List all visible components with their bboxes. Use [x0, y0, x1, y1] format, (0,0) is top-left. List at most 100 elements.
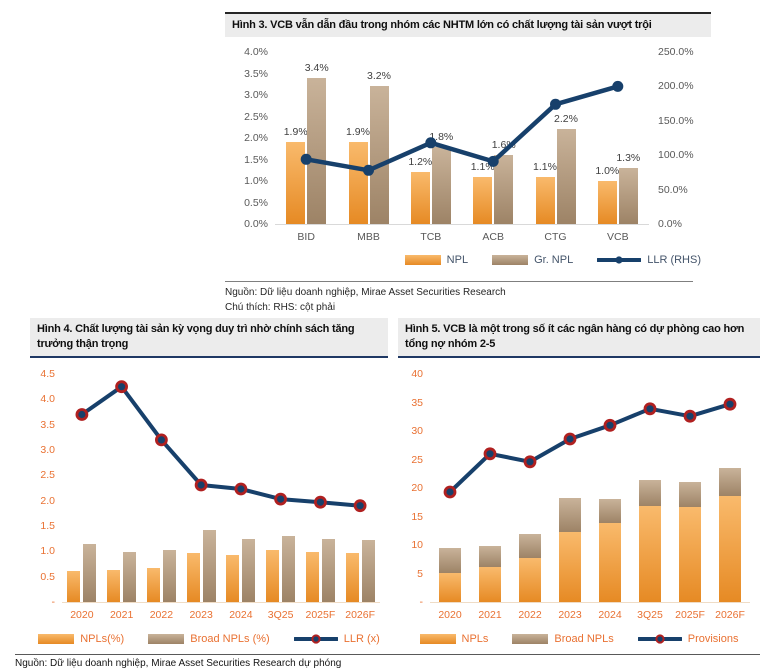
y-axis-tick: 4.5 — [40, 368, 55, 380]
bar-npls — [186, 552, 200, 602]
bar-npls — [639, 506, 661, 602]
category-label: 2022 — [149, 609, 174, 621]
bar-npls — [519, 558, 541, 602]
category-label: 2025F — [305, 609, 336, 621]
bar-value-label: 2.2% — [554, 113, 578, 126]
y2-axis-tick: 200.0% — [658, 80, 694, 93]
legend-item-npls: NPLs(%) — [38, 633, 124, 645]
legend-swatch-bar — [512, 634, 549, 644]
y-axis-tick: 3.0 — [40, 444, 55, 456]
y-axis-tick: - — [419, 596, 424, 608]
bar-broad-npls — [123, 551, 137, 602]
bar-broad-npls — [439, 547, 461, 573]
legend-swatch-bar — [38, 634, 75, 644]
legend-label: NPL — [446, 254, 469, 266]
y2-axis-tick: 100.0% — [658, 149, 694, 162]
figure-4-chart: - 0.5 1.0 1.5 2.0 2.5 3.0 3.5 4.0 4.5 2020 2021 2022… — [30, 360, 388, 626]
legend-swatch-line — [293, 634, 338, 644]
category-label: 2024 — [229, 609, 253, 621]
category-label: 2026F — [715, 609, 745, 621]
legend-swatch-bar — [148, 634, 185, 644]
legend-item-broad-npls: Broad NPLs — [512, 633, 614, 645]
x-axis-line — [62, 602, 380, 603]
bar-value-label: 3.2% — [367, 70, 391, 83]
bar-npls — [67, 570, 81, 602]
y-axis-tick: 1.5% — [244, 153, 268, 166]
category-label: 2020 — [70, 609, 94, 621]
bar-npls — [679, 506, 701, 602]
legend-label: LLR (x) — [343, 633, 380, 645]
legend-swatch-bar — [419, 634, 456, 644]
bar-broad-npls — [559, 498, 581, 532]
x-axis-line — [275, 224, 649, 225]
y-axis-tick: 1.5 — [40, 520, 55, 532]
bar-npl — [410, 172, 430, 224]
y2-axis-tick: 0.0% — [658, 218, 682, 230]
figure-3-title: Hình 3. VCB vẫn dẫn đầu trong nhóm các N… — [225, 12, 711, 38]
legend-item-broad-npls: Broad NPLs (%) — [148, 633, 270, 645]
bar-broad-npls — [242, 538, 256, 602]
bar-value-label: 1.6% — [491, 139, 516, 152]
y-axis-tick: 5 — [417, 567, 423, 580]
category-label: 2020 — [438, 609, 462, 621]
category-label: 3Q25 — [637, 609, 663, 621]
category-label: MBB — [357, 231, 380, 243]
y-axis-tick: 3.0% — [244, 89, 268, 101]
bar-npls — [479, 567, 501, 602]
y-axis-tick: 4.0% — [244, 46, 268, 58]
y2-axis-tick: 250.0% — [658, 46, 694, 58]
bar-broad-npls — [282, 535, 296, 602]
bar-gr-npl — [307, 77, 327, 224]
figure-3-legend: NPL Gr. NPL LLR (RHS) — [225, 254, 711, 266]
legend-item-gr-npl: Gr. NPL — [492, 254, 573, 266]
legend-item-provisions: Provisions — [637, 633, 738, 645]
y-axis-tick: 10 — [411, 539, 423, 551]
category-label: VCB — [607, 231, 629, 243]
bar-broad-npls — [679, 481, 701, 507]
legend-label: Gr. NPL — [534, 254, 574, 266]
bar-gr-npl — [556, 129, 576, 224]
y-axis-tick: 1.0 — [40, 545, 55, 558]
bar-gr-npl — [369, 86, 389, 224]
bar-broad-npls — [321, 538, 335, 602]
category-label: ACB — [482, 231, 504, 243]
y2-axis-tick: 50.0% — [658, 183, 688, 196]
y-axis-tick: 2.0 — [40, 494, 55, 507]
figure-3-source-line: Nguồn: Dữ liệu doanh nghiệp, Mirae Asset… — [225, 287, 506, 298]
y-axis-tick: 0.0% — [244, 218, 268, 230]
y-axis-tick: 2.5% — [244, 110, 268, 123]
figure-3-chart: 0.0% 0.5% 1.0% 1.5% 2.0% 2.5% 3.0% 3.5% 4.0% 0.0%… — [225, 38, 711, 248]
figure-5: Hình 5. VCB là một trong số ít các ngân … — [398, 318, 760, 658]
category-label: BID — [297, 231, 315, 243]
y-axis-tick: 2.0% — [244, 132, 268, 144]
bar-broad-npls — [599, 498, 621, 523]
legend-swatch-bar — [404, 255, 441, 265]
legend-label: Broad NPLs — [554, 633, 614, 645]
y-axis-tick: 3.5% — [244, 67, 268, 80]
y-axis-tick: 0.5 — [40, 570, 55, 583]
bar-broad-npls — [639, 480, 661, 507]
y-axis-tick: 25 — [411, 453, 423, 466]
bar-broad-npls — [202, 530, 216, 602]
bar-value-label: 1.8% — [429, 130, 454, 143]
bar-broad-npls — [361, 539, 375, 602]
category-label: 2026F — [345, 609, 376, 621]
y2-axis-tick: 150.0% — [658, 114, 694, 127]
bar-npl — [286, 142, 306, 224]
x-axis-line — [430, 602, 750, 603]
bar-npl — [348, 142, 368, 224]
legend-label: NPLs — [461, 633, 489, 645]
y-axis-tick: 40 — [411, 368, 423, 380]
legend-swatch-bar — [492, 255, 529, 265]
page-footer-source: Nguồn: Dữ liệu doanh nghiệp, Mirae Asset… — [15, 654, 760, 669]
bar-broad-npls — [519, 534, 541, 559]
bar-npls — [146, 567, 160, 602]
y-axis-tick: 4.0 — [40, 393, 55, 406]
legend-label: NPLs(%) — [80, 633, 125, 645]
legend-swatch-line — [637, 634, 682, 644]
bar-gr-npl — [431, 146, 451, 224]
figure-5-legend: NPLs Broad NPLs Provisions — [398, 633, 760, 645]
bar-broad-npls — [162, 550, 176, 602]
category-label: 3Q25 — [267, 609, 294, 621]
